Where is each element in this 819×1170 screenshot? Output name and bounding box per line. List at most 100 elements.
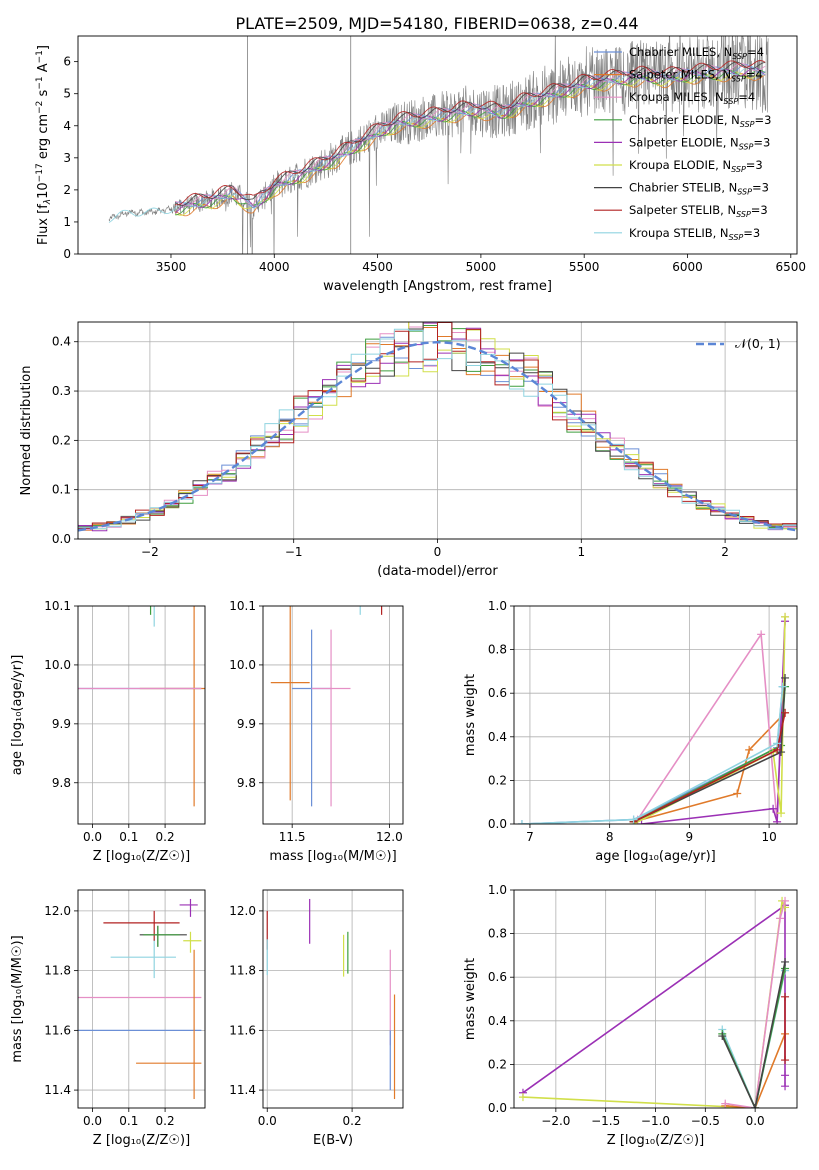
x-tick-label: 7 — [526, 830, 534, 844]
legend-label: Kroupa STELIB, NSSP=3 — [629, 226, 760, 242]
weight-marker — [773, 817, 782, 824]
y-tick-label: 2 — [63, 183, 71, 197]
weight-marker — [518, 1093, 527, 1102]
weight-series-line — [636, 616, 786, 822]
weight-marker — [751, 1104, 760, 1108]
legend-label: Kroupa ELODIE, NSSP=3 — [629, 158, 763, 174]
weight-series-line — [633, 712, 786, 823]
weight-series-line — [522, 897, 786, 1108]
weight-marker — [781, 957, 790, 966]
weight-marker — [777, 809, 786, 818]
y-tick-label: 0 — [63, 247, 71, 261]
axes-frame — [77, 889, 206, 1109]
weight-marker — [776, 914, 785, 923]
x-axis-label: Z [log₁₀(Z/Z☉)] — [93, 849, 190, 864]
weight-series-line — [522, 903, 786, 1094]
y-tick-label: 0.8 — [488, 643, 507, 657]
y-tick-label: 6 — [63, 55, 71, 69]
y-tick-label: 10.1 — [229, 599, 256, 613]
legend-label: Chabrier STELIB, NSSP=3 — [629, 181, 769, 197]
x-axis-label: age [log₁₀(age/yr)] — [595, 849, 716, 864]
y-tick-label: 10.1 — [44, 599, 71, 613]
weight-marker — [781, 1082, 790, 1091]
x-tick-label: 4500 — [362, 260, 393, 274]
weight-marker — [781, 673, 790, 682]
y-tick-label: 0.2 — [488, 1057, 507, 1071]
axes-frame — [513, 889, 798, 1109]
weight-marker — [718, 1032, 727, 1041]
y-axis-label: Flux [fλ10−17 erg cm−2 s−1 A−1] — [35, 45, 53, 245]
x-tick-label: −1.0 — [641, 1114, 670, 1128]
weight-marker — [757, 630, 766, 639]
y-tick-label: 0.0 — [488, 817, 507, 831]
observed-spectrum-line — [108, 36, 769, 254]
x-tick-label: 4000 — [259, 260, 290, 274]
plot-area — [270, 606, 383, 807]
y-axis-label: mass [log₁₀(M/M☉)] — [10, 935, 25, 1062]
weight-series-line — [725, 1033, 786, 1108]
y-tick-label: 0.2 — [488, 773, 507, 787]
residual-histogram-line — [78, 328, 797, 532]
legend-label: Salpeter ELODIE, NSSP=3 — [629, 135, 770, 151]
x-tick-label: 0.1 — [119, 830, 138, 844]
y-tick-label: 0.0 — [52, 532, 71, 546]
y-tick-label: 10.0 — [229, 658, 256, 672]
x-tick-label: −1.5 — [591, 1114, 620, 1128]
axes-frame — [77, 605, 206, 825]
y-tick-label: 0.2 — [52, 433, 71, 447]
x-axis-label: Z [log₁₀(Z/Z☉)] — [607, 1133, 704, 1148]
weight-series-line — [521, 686, 784, 824]
x-axis-label: Z [log₁₀(Z/Z☉)] — [93, 1133, 190, 1148]
plot-area — [78, 322, 797, 532]
y-tick-label: 1 — [63, 215, 71, 229]
plot-area — [78, 898, 202, 1100]
y-tick-label: 5 — [63, 87, 71, 101]
model-spectrum-line — [174, 64, 766, 209]
weight-marker — [781, 992, 790, 1001]
y-tick-label: 1.0 — [488, 599, 507, 613]
axes-frame — [262, 605, 404, 825]
plot-area — [108, 36, 769, 254]
panel-age-vs-mass: 11.5 12.0 9.8 9.9 10.0 10.1 mass [log₁₀(M/M☉)] — [229, 599, 404, 864]
x-tick-label: −2.0 — [541, 1114, 570, 1128]
x-tick-label: 6500 — [776, 260, 807, 274]
weight-marker — [781, 708, 790, 717]
plot-area — [517, 612, 790, 824]
x-tick-label: 3500 — [156, 260, 187, 274]
y-tick-label: 0.3 — [52, 384, 71, 398]
y-axis-label: Normed distribution — [19, 366, 34, 496]
legend-label: Salpeter STELIB, NSSP=3 — [629, 203, 768, 219]
y-tick-label: 12.0 — [229, 904, 256, 918]
x-tick-label: 10 — [761, 830, 776, 844]
x-axis-label: (data-model)/error — [377, 564, 498, 579]
x-tick-label: 5500 — [569, 260, 600, 274]
weight-marker — [781, 612, 790, 621]
legend: Chabrier MILES, NSSP=4 Salpeter MILES, NS… — [594, 45, 771, 242]
y-tick-label: 11.8 — [44, 964, 71, 978]
y-tick-label: 10.0 — [44, 658, 71, 672]
x-tick-label: −2 — [141, 545, 159, 559]
weight-marker — [778, 682, 787, 691]
y-tick-label: 0.4 — [52, 335, 71, 349]
weight-series-line — [641, 621, 786, 824]
weight-series-line — [725, 900, 786, 1108]
y-tick-label: 0.6 — [488, 970, 507, 984]
y-tick-label: 0.8 — [488, 927, 507, 941]
y-tick-label: 11.6 — [44, 1023, 71, 1037]
legend-label: Salpeter MILES, NSSP=4 — [629, 68, 763, 84]
weight-series-line — [633, 677, 786, 823]
y-tick-label: 3 — [63, 151, 71, 165]
plot-area — [266, 898, 396, 1100]
y-axis-label: age [log₁₀(age/yr)] — [10, 655, 25, 776]
weight-marker — [745, 745, 754, 754]
y-tick-label: 11.6 — [229, 1023, 256, 1037]
y-tick-label: 9.8 — [237, 776, 256, 790]
y-tick-label: 11.4 — [44, 1083, 71, 1097]
y-tick-label: 1.0 — [488, 883, 507, 897]
weight-series-line — [721, 968, 786, 1108]
model-spectrum-line — [175, 60, 766, 206]
x-tick-label: −1 — [285, 545, 303, 559]
legend-label: Kroupa MILES, NSSP=4 — [629, 90, 755, 106]
weight-series-line — [721, 970, 786, 1108]
x-tick-label: 2 — [721, 545, 729, 559]
